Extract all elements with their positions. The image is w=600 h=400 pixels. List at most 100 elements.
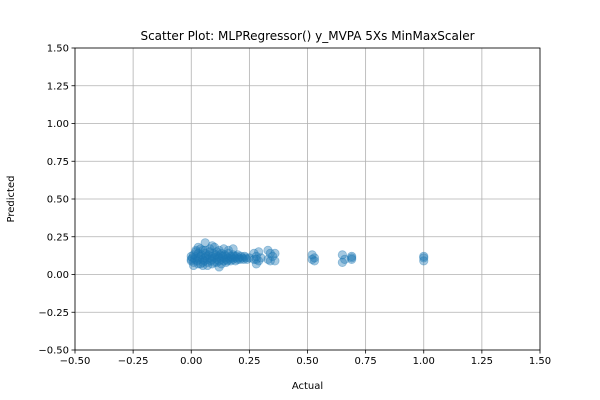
- scatter-point: [307, 254, 317, 264]
- y-tick-label: 0.00: [47, 270, 69, 281]
- scatter-point: [220, 250, 230, 260]
- scatter-point: [205, 247, 215, 257]
- y-tick-label: −0.50: [38, 346, 69, 357]
- scatter-point: [309, 253, 320, 263]
- scatter-point: [251, 259, 261, 269]
- scatter-point: [191, 245, 201, 255]
- x-tick-label: 0.50: [296, 356, 318, 367]
- scatter-point: [193, 242, 203, 252]
- scatter-point: [208, 248, 218, 258]
- scatter-point: [212, 257, 222, 268]
- scatter-point: [214, 253, 224, 263]
- scatter-point: [187, 253, 198, 263]
- scatter-point: [337, 250, 347, 260]
- scatter-point: [212, 247, 222, 257]
- scatter-point: [231, 251, 242, 261]
- scatter-point: [419, 256, 429, 266]
- x-tick-label: 1.50: [529, 356, 551, 367]
- scatter-point: [193, 248, 203, 258]
- scatter-point: [223, 253, 234, 263]
- scatter-point: [200, 245, 210, 255]
- scatter-point: [216, 254, 227, 264]
- scatter-point: [207, 251, 217, 261]
- scatter-point: [235, 254, 245, 264]
- x-tick-label: 0.25: [238, 356, 260, 367]
- scatter-point: [340, 254, 350, 264]
- scatter-point: [214, 245, 224, 255]
- scatter-point: [256, 253, 266, 263]
- scatter-point: [207, 241, 217, 251]
- scatter-point: [211, 250, 221, 260]
- chart-title: Scatter Plot: MLPRegressor() y_MVPA 5Xs …: [140, 29, 474, 43]
- y-tick-label: 0.25: [47, 232, 69, 243]
- scatter-point: [214, 256, 224, 266]
- scatter-point: [202, 260, 213, 271]
- scatter-point: [186, 254, 196, 264]
- scatter-point: [202, 257, 213, 268]
- scatter-point: [186, 256, 196, 266]
- scatter-point: [213, 251, 223, 261]
- scatter-point: [191, 251, 201, 261]
- scatter-point: [188, 257, 199, 268]
- scatter-point: [230, 253, 241, 263]
- scatter-point: [219, 256, 229, 266]
- scatter-point: [307, 250, 317, 260]
- y-tick-label: 0.50: [47, 195, 69, 206]
- scatter-point: [188, 260, 199, 271]
- scatter-point: [212, 254, 222, 264]
- scatter-point: [241, 253, 251, 263]
- scatter-point: [209, 257, 220, 268]
- scatter-point: [214, 262, 224, 272]
- x-tick-label: −0.25: [118, 356, 149, 367]
- scatter-point: [198, 257, 208, 268]
- scatter-point: [190, 254, 200, 264]
- scatter-point: [226, 251, 236, 261]
- scatter-point: [251, 254, 261, 264]
- scatter-point: [233, 254, 243, 264]
- scatter-point: [209, 253, 220, 263]
- scatter-point: [233, 250, 243, 260]
- y-axis-label: Predicted: [6, 176, 17, 223]
- scatter-point: [195, 251, 206, 261]
- scatter-point: [270, 248, 280, 258]
- scatter-point: [265, 248, 275, 258]
- scatter-point: [221, 254, 231, 264]
- scatter-point: [188, 250, 199, 260]
- scatter-point: [198, 260, 208, 271]
- scatter-point: [200, 253, 210, 263]
- scatter-point: [228, 250, 238, 260]
- x-axis-ticks: −0.50 −0.25 0.00 0.25 0.50 0.75 1.00 1.25 1.50: [60, 350, 551, 367]
- scatter-point: [193, 259, 203, 269]
- scatter-point: [228, 244, 238, 254]
- scatter-point: [237, 253, 247, 263]
- scatter-point: [234, 253, 244, 263]
- x-tick-label: 1.00: [413, 356, 435, 367]
- scatter-point: [263, 245, 273, 255]
- scatter-point: [270, 256, 280, 266]
- scatter-point: [205, 253, 215, 263]
- scatter-point: [192, 256, 202, 266]
- scatter-point: [309, 256, 320, 266]
- scatter-point: [194, 254, 204, 264]
- scatter-point: [263, 254, 273, 264]
- scatter-point: [223, 248, 234, 258]
- scatter-point: [225, 254, 235, 264]
- scatter-point: [200, 248, 210, 258]
- scatter-point: [223, 245, 234, 255]
- y-tick-label: −0.25: [38, 308, 69, 319]
- scatter-point: [230, 256, 241, 266]
- scatter-point: [219, 253, 229, 263]
- scatter-point: [265, 256, 275, 266]
- scatter-point: [226, 256, 236, 266]
- scatter-point: [229, 251, 239, 261]
- scatter-point: [222, 256, 232, 266]
- scatter-point: [337, 257, 347, 268]
- scatter-point: [204, 250, 214, 260]
- y-tick-label: 1.00: [47, 119, 69, 130]
- scatter-point: [219, 244, 229, 254]
- scatter-point: [347, 254, 357, 264]
- scatter-point: [215, 250, 225, 260]
- scatter-point: [254, 256, 264, 266]
